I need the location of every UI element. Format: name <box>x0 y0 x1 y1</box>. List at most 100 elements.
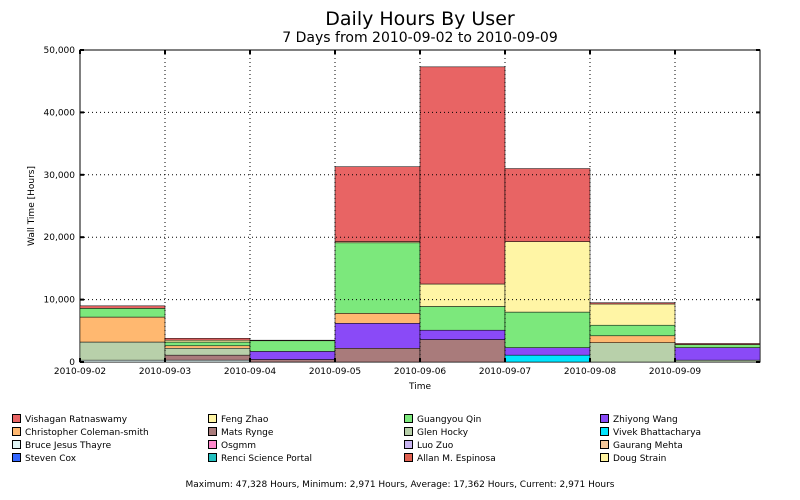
legend-label: Steven Cox <box>25 454 77 464</box>
bar-segment <box>589 302 676 305</box>
y-tick-label: 10,000 <box>44 296 76 306</box>
bar-segment <box>419 66 506 285</box>
legend-label: Osgmm <box>221 441 257 451</box>
bar-segment <box>249 339 336 342</box>
legend-swatch <box>404 440 413 449</box>
legend-swatch <box>404 414 413 423</box>
legend-swatch <box>12 453 21 462</box>
chart-title: Daily Hours By User <box>325 8 515 30</box>
legend-item: Doug Strain <box>600 453 666 464</box>
y-axis-label: Wall Time [Hours] <box>27 166 37 246</box>
legend-item: Zhiyong Wang <box>600 414 678 425</box>
bar-segment <box>164 345 251 349</box>
legend-swatch <box>404 427 413 436</box>
bar-segment <box>504 354 591 363</box>
legend-swatch <box>12 440 21 449</box>
bar-segment <box>164 338 251 341</box>
bar-segment <box>589 335 676 343</box>
bar-segment <box>334 313 421 324</box>
bar-segment <box>79 359 166 363</box>
legend-label: Zhiyong Wang <box>613 415 678 425</box>
legend-label: Luo Zuo <box>417 441 454 451</box>
legend-swatch <box>208 453 217 462</box>
x-tick-label: 2010-09-04 <box>224 367 277 377</box>
bar-segment <box>589 324 676 337</box>
bar-segment <box>334 242 421 314</box>
legend-label: Gaurang Mehta <box>613 441 683 451</box>
legend-item: Renci Science Portal <box>208 453 312 464</box>
legend-label: Guangyou Qin <box>417 415 482 425</box>
legend-item: Feng Zhao <box>208 414 268 425</box>
legend-swatch <box>600 414 609 423</box>
y-tick-label: 30,000 <box>44 171 76 181</box>
x-tick-label: 2010-09-08 <box>564 367 617 377</box>
legend-label: Allan M. Espinosa <box>417 454 496 464</box>
x-tick-label: 2010-09-05 <box>309 367 361 377</box>
bar-segment <box>334 166 421 242</box>
bar-segment <box>589 342 676 363</box>
legend-swatch <box>208 427 217 436</box>
x-tick-label: 2010-09-02 <box>54 367 106 377</box>
bar-segment <box>674 359 761 363</box>
bar-segment <box>504 311 591 348</box>
legend-item: Vishagan Ratnaswamy <box>12 414 127 425</box>
bar-segment <box>79 308 166 318</box>
bar-segment <box>419 329 506 340</box>
x-tick-label: 2010-09-03 <box>139 367 191 377</box>
bar-segment <box>674 344 761 348</box>
bar-segment <box>674 347 761 361</box>
bar-segment <box>79 305 166 309</box>
bar-segment <box>164 339 251 343</box>
legend-swatch <box>208 414 217 423</box>
legend-item: Bruce Jesus Thayre <box>12 440 111 451</box>
legend-swatch <box>600 453 609 462</box>
legend-label: Glen Hocky <box>417 428 469 438</box>
legend-label: Bruce Jesus Thayre <box>25 441 112 451</box>
bar-segment <box>419 283 506 307</box>
x-axis-label: Time <box>408 382 431 392</box>
y-tick-label: 40,000 <box>44 108 76 118</box>
bar-segment <box>79 316 166 343</box>
x-tick-label: 2010-09-07 <box>479 367 531 377</box>
legend-item: Gaurang Mehta <box>600 440 683 451</box>
bar-segment <box>164 359 251 363</box>
bar-segment <box>164 341 251 347</box>
legend-label: Mats Rynge <box>221 428 274 438</box>
legend-label: Doug Strain <box>613 454 667 464</box>
bar-segment <box>334 323 421 349</box>
legend-label: Vivek Bhattacharya <box>613 428 702 438</box>
legend-item: Osgmm <box>208 440 256 451</box>
legend-item: Mats Rynge <box>208 427 273 438</box>
legend-item: Vivek Bhattacharya <box>600 427 701 438</box>
legend-item: Luo Zuo <box>404 440 453 451</box>
bar-segment <box>504 168 591 242</box>
legend-swatch <box>208 440 217 449</box>
bar-segment <box>674 343 761 345</box>
stacked-bar-chart: 0 10,000 20,000 30,000 40,000 50,000 2010-09-0… <box>27 46 761 392</box>
legend-item: Glen Hocky <box>404 427 468 438</box>
y-tick-label: 20,000 <box>44 233 76 243</box>
legend-swatch <box>600 427 609 436</box>
bar-segment <box>334 348 421 363</box>
bar-segment <box>504 347 591 356</box>
legend-label: Christopher Coleman-smith <box>25 428 149 438</box>
bar-segment <box>249 359 336 363</box>
legend-label: Vishagan Ratnaswamy <box>25 415 128 425</box>
legend-swatch <box>12 414 21 423</box>
chart-subtitle: 7 Days from 2010-09-02 to 2010-09-09 <box>282 30 558 46</box>
legend-item: Guangyou Qin <box>404 414 481 425</box>
x-tick-label: 2010-09-09 <box>649 367 702 377</box>
legend-label: Feng Zhao <box>221 415 269 425</box>
legend-swatch <box>404 453 413 462</box>
bar-segment <box>419 339 506 363</box>
bar-segment <box>164 354 251 361</box>
legend-item: Steven Cox <box>12 453 76 464</box>
y-tick-label: 0 <box>69 358 75 368</box>
bar-segment <box>589 303 676 326</box>
legend-swatch <box>600 440 609 449</box>
legend-label: Renci Science Portal <box>221 454 313 464</box>
bar-segment <box>249 340 336 352</box>
bar-segment <box>249 351 336 360</box>
bar-segment <box>504 241 591 313</box>
bar-segment <box>79 341 166 361</box>
